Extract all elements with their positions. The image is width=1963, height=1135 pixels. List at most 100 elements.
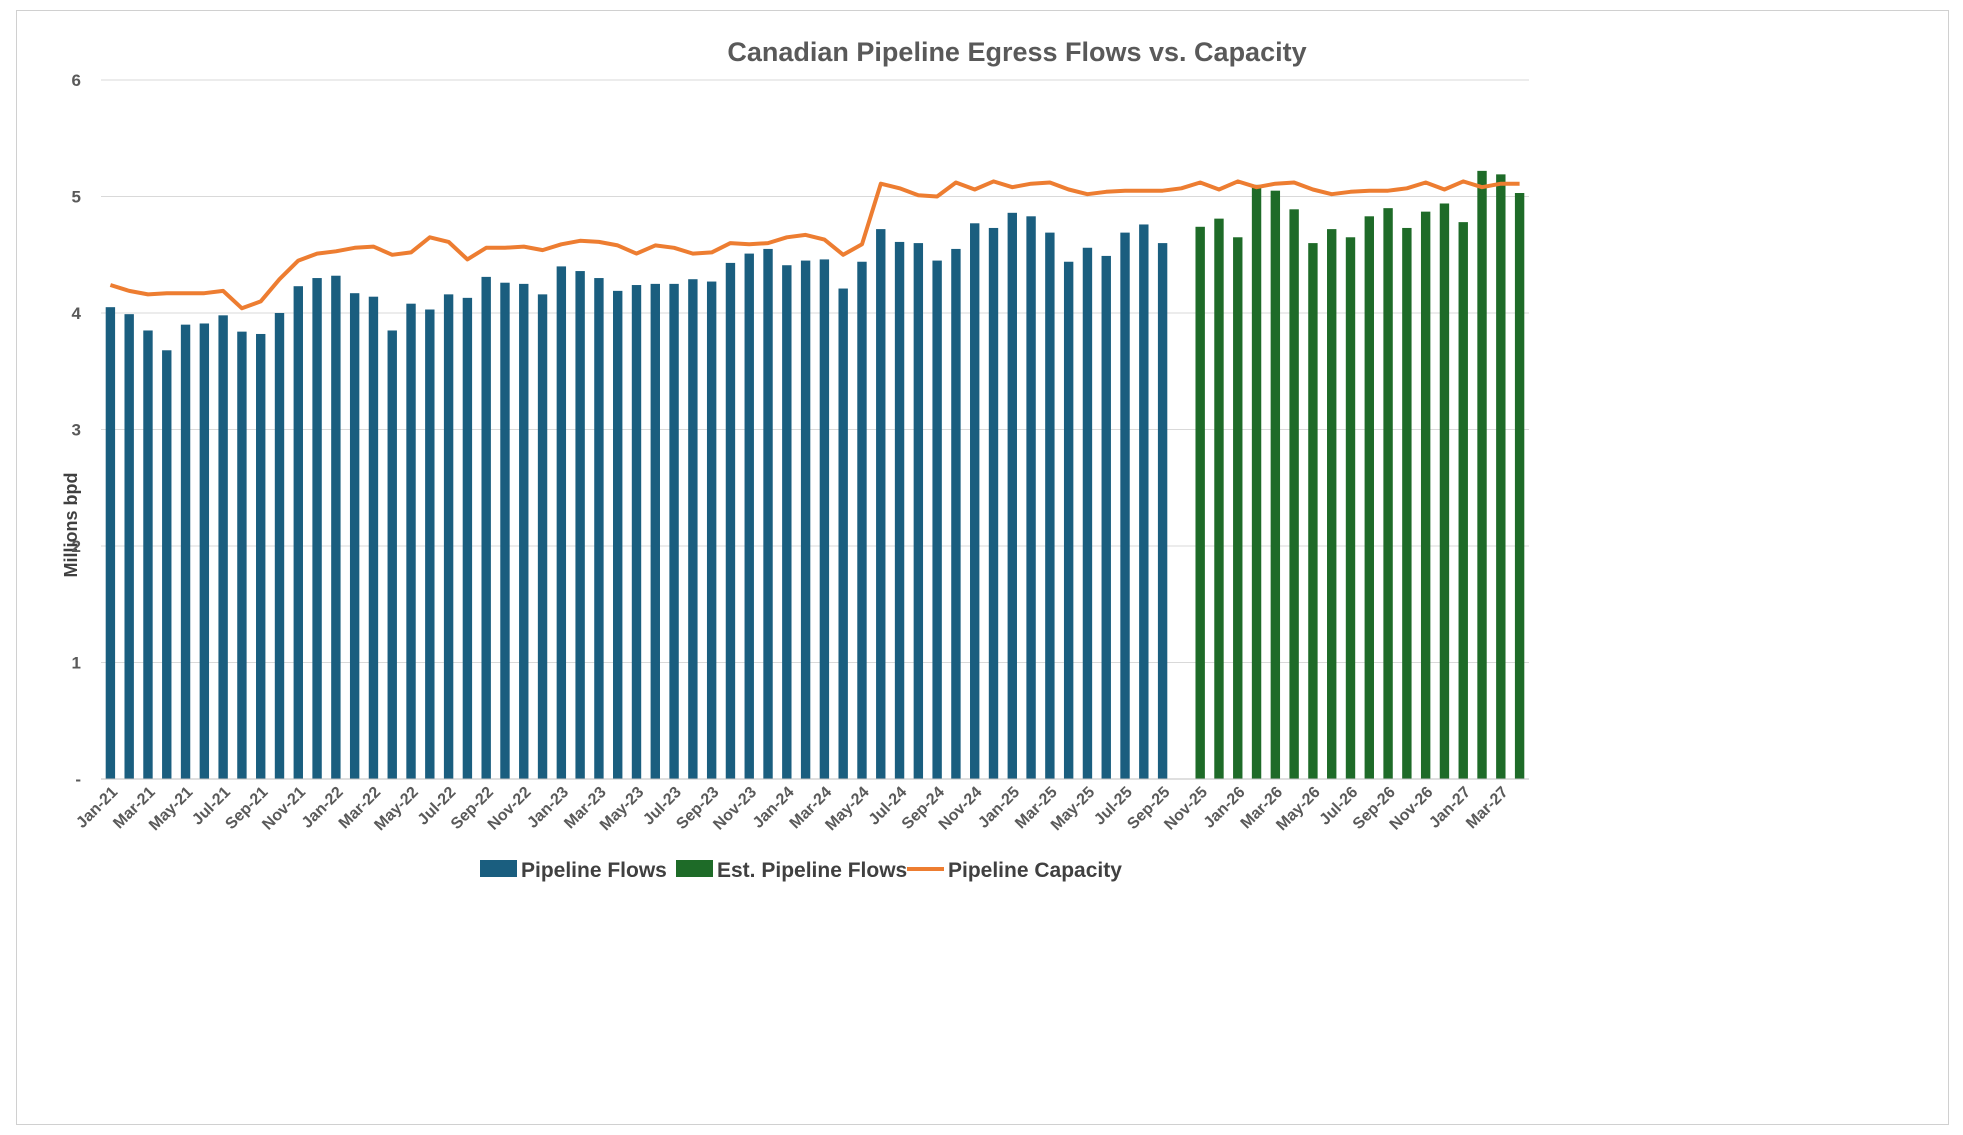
flow-bar xyxy=(162,350,172,779)
legend-item: Est. Pipeline Flows xyxy=(676,859,907,882)
est-flow-bar xyxy=(1214,218,1224,779)
flow-bar xyxy=(425,309,435,779)
chart-frame: Canadian Pipeline Egress Flows vs. Capac… xyxy=(16,10,1949,1125)
flow-bar xyxy=(970,223,980,780)
flow-bar xyxy=(876,229,886,779)
legend-swatch xyxy=(676,860,713,877)
est-flow-bar xyxy=(1251,184,1262,780)
y-tick-label: - xyxy=(75,770,81,789)
flow-bar xyxy=(481,276,491,779)
flow-bar xyxy=(1101,255,1111,780)
est-flow-bar xyxy=(1270,190,1281,780)
flow-bar xyxy=(763,248,773,780)
chart-title: Canadian Pipeline Egress Flows vs. Capac… xyxy=(727,37,1306,67)
flow-bar xyxy=(782,265,792,779)
flow-bar xyxy=(1139,224,1149,779)
flow-bar xyxy=(1157,243,1168,780)
y-tick-label: 6 xyxy=(72,71,81,90)
legend: Pipeline Flows Est. Pipeline Flows Pipelin… xyxy=(480,859,1122,882)
bars xyxy=(105,170,1525,780)
flow-bar xyxy=(838,288,848,779)
flow-bar xyxy=(951,248,961,780)
legend-label: Pipeline Flows xyxy=(521,859,667,882)
flow-bar xyxy=(462,297,473,779)
flow-bar xyxy=(124,314,134,779)
flow-bar xyxy=(650,283,660,779)
flow-bar xyxy=(519,283,529,779)
chart-svg: Canadian Pipeline Egress Flows vs. Capac… xyxy=(61,37,1529,882)
flow-bar xyxy=(293,286,303,779)
flow-bar xyxy=(669,283,679,779)
flow-bar xyxy=(143,330,153,779)
x-tick-label: Mar-27 xyxy=(1463,784,1512,833)
est-flow-bar xyxy=(1233,237,1243,779)
est-flow-bar xyxy=(1345,237,1356,779)
flow-bar xyxy=(256,333,266,779)
flow-bar xyxy=(218,315,228,779)
legend-item: Pipeline Capacity xyxy=(907,859,1122,882)
flow-bar xyxy=(443,294,454,779)
est-flow-bar xyxy=(1496,174,1506,780)
flow-bar xyxy=(349,293,360,779)
flow-bar xyxy=(556,266,567,779)
flow-bar xyxy=(613,290,623,779)
est-flow-bar xyxy=(1458,222,1468,779)
est-flow-bar xyxy=(1514,193,1525,779)
y-axis-title: Millions bpd xyxy=(61,473,81,578)
flow-bar xyxy=(274,313,285,779)
est-flow-bar xyxy=(1289,209,1299,779)
legend-item: Pipeline Flows xyxy=(480,859,667,882)
flow-bar xyxy=(1063,261,1074,779)
est-flow-bar xyxy=(1327,229,1337,779)
legend-swatch xyxy=(480,860,517,877)
flow-bar xyxy=(406,303,416,779)
flow-bar xyxy=(1120,232,1130,780)
flow-bar xyxy=(180,324,191,779)
flow-bar xyxy=(744,253,754,779)
y-tick-label: 3 xyxy=(72,421,81,440)
flow-bar xyxy=(1026,216,1036,779)
y-tick-label: 2 xyxy=(72,537,81,556)
est-flow-bar xyxy=(1364,216,1374,779)
flow-bar xyxy=(368,296,379,779)
x-axis-ticks: Jan-21Mar-21May-21Jul-21Sep-21Nov-21Jan-… xyxy=(73,784,1511,834)
est-flow-bar xyxy=(1439,203,1450,780)
flow-bar xyxy=(913,243,924,780)
flow-bar xyxy=(988,227,999,779)
flow-bar xyxy=(894,241,905,779)
est-flow-bar xyxy=(1195,226,1205,780)
flow-bar xyxy=(331,275,341,779)
flow-bar xyxy=(631,285,642,779)
flow-bar xyxy=(819,259,830,779)
flow-bar xyxy=(932,260,942,779)
flow-bar xyxy=(105,307,116,779)
est-flow-bar xyxy=(1402,227,1412,779)
flow-bar xyxy=(594,278,604,779)
est-flow-bar xyxy=(1420,211,1431,779)
est-flow-bar xyxy=(1308,243,1318,780)
flow-bar xyxy=(725,262,736,779)
flow-bar xyxy=(237,331,247,779)
flow-bar xyxy=(500,282,510,779)
y-tick-label: 4 xyxy=(72,304,82,323)
legend-label: Est. Pipeline Flows xyxy=(717,859,907,882)
flow-bar xyxy=(688,279,698,779)
flow-bar xyxy=(575,271,585,779)
flow-bar xyxy=(199,323,210,779)
flow-bar xyxy=(1007,212,1017,779)
y-tick-label: 5 xyxy=(72,188,81,207)
est-flow-bar xyxy=(1477,170,1487,779)
y-tick-label: 1 xyxy=(72,654,81,673)
est-flow-bar xyxy=(1383,208,1393,779)
flow-bar xyxy=(312,278,322,779)
flow-bar xyxy=(706,281,717,779)
legend-label: Pipeline Capacity xyxy=(948,859,1122,882)
y-axis-ticks: - 1 2 3 4 5 6 xyxy=(72,71,82,789)
capacity-line xyxy=(109,179,1520,311)
flow-bar xyxy=(387,330,397,779)
flow-bar xyxy=(1045,232,1055,780)
flow-bar xyxy=(857,261,867,779)
flow-bar xyxy=(1082,247,1093,779)
flow-bar xyxy=(537,294,548,779)
flow-bar xyxy=(800,260,811,779)
